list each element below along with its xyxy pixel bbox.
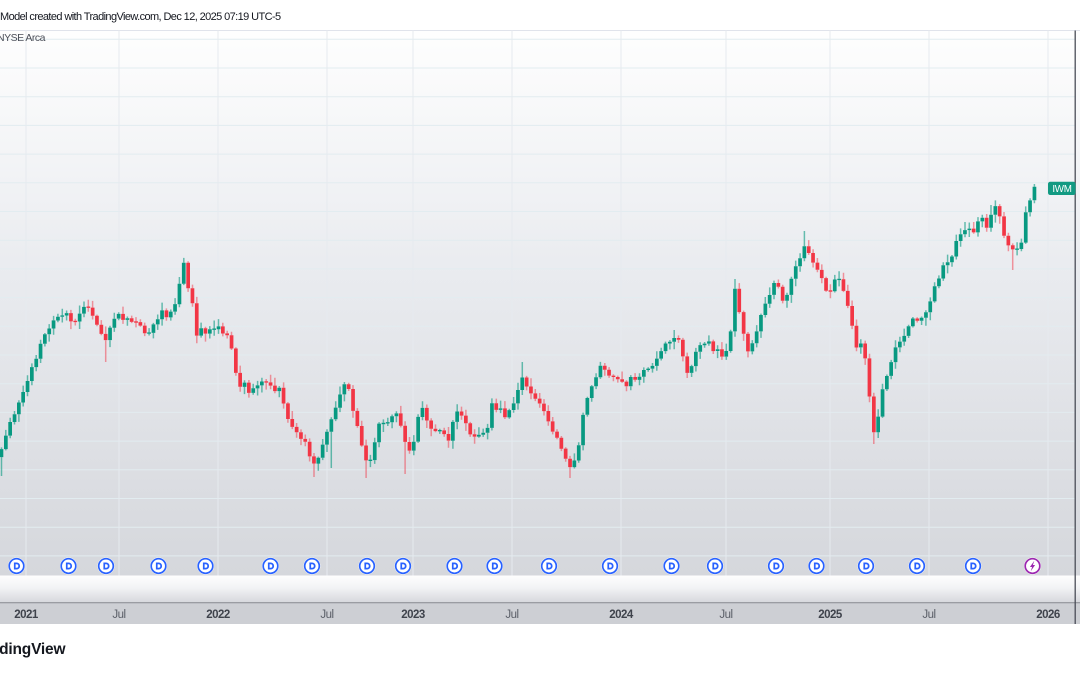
svg-text:Jul: Jul bbox=[505, 609, 518, 621]
svg-text:Jul: Jul bbox=[112, 609, 125, 621]
svg-text:2025: 2025 bbox=[818, 609, 843, 621]
svg-text:2023: 2023 bbox=[401, 609, 425, 621]
svg-text:2022: 2022 bbox=[206, 609, 230, 621]
svg-text:2021: 2021 bbox=[14, 609, 39, 621]
svg-text:2026: 2026 bbox=[1036, 609, 1060, 621]
svg-text:Jul: Jul bbox=[719, 609, 732, 621]
svg-text:Jul: Jul bbox=[922, 609, 935, 621]
svg-text:Jul: Jul bbox=[320, 609, 333, 621]
svg-text:2024: 2024 bbox=[609, 609, 634, 621]
svg-text:IWM: IWM bbox=[1052, 184, 1071, 195]
